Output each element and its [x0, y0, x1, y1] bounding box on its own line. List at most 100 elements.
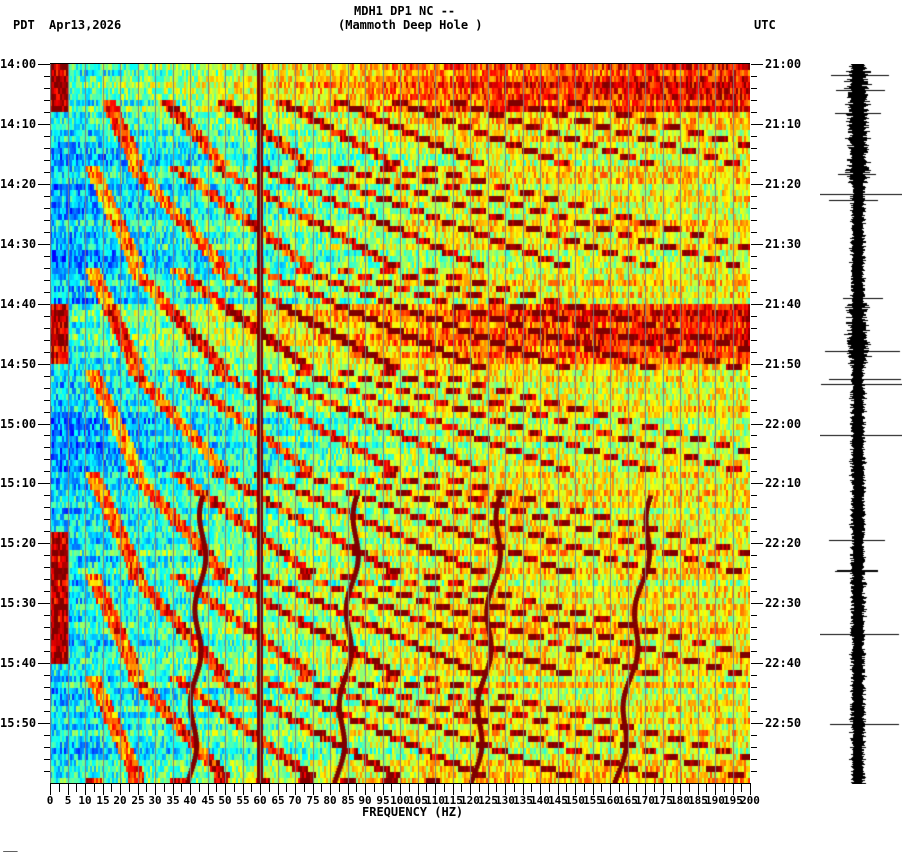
x-tick-label: 110	[425, 794, 445, 807]
x-tick-label: 65	[271, 794, 285, 807]
y-minor-tick-left	[44, 208, 50, 209]
x-major-tick	[593, 784, 594, 795]
x-tick-label: 155	[583, 794, 603, 807]
y-tick-label-left: 14:30	[0, 237, 37, 251]
x-minor-tick	[584, 784, 585, 792]
y-tick-label-left: 14:10	[0, 117, 37, 131]
x-tick-label: 0	[46, 794, 54, 807]
x-major-tick	[278, 784, 279, 795]
y-minor-tick-left	[44, 687, 50, 688]
y-tick-label-right: 21:40	[765, 297, 802, 311]
y-major-tick-left	[38, 483, 50, 484]
x-major-tick	[208, 784, 209, 795]
y-minor-tick-right	[751, 555, 757, 556]
x-tick-label: 45	[201, 794, 215, 807]
x-major-tick	[453, 784, 454, 795]
x-axis-line	[50, 783, 751, 784]
y-minor-tick-left	[44, 388, 50, 389]
x-major-tick	[120, 784, 121, 795]
y-minor-tick-left	[44, 340, 50, 341]
x-minor-tick	[216, 784, 217, 792]
y-minor-tick-right	[751, 208, 757, 209]
y-tick-label-right: 21:30	[765, 237, 802, 251]
y-minor-tick-left	[44, 136, 50, 137]
x-minor-tick	[409, 784, 410, 792]
x-tick-label: 85	[341, 794, 355, 807]
x-major-tick	[225, 784, 226, 795]
y-minor-tick-left	[44, 459, 50, 460]
y-minor-tick-left	[44, 579, 50, 580]
x-major-tick	[85, 784, 86, 795]
y-minor-tick-right	[751, 196, 757, 197]
y-minor-tick-right	[751, 435, 757, 436]
x-minor-tick	[321, 784, 322, 792]
y-minor-tick-left	[44, 711, 50, 712]
x-major-tick	[470, 784, 471, 795]
x-major-tick	[645, 784, 646, 795]
x-major-tick	[575, 784, 576, 795]
x-axis-title: FREQUENCY (HZ)	[362, 805, 464, 819]
y-minor-tick-left	[44, 627, 50, 628]
y-tick-label-left: 15:00	[0, 417, 37, 431]
y-tick-label-left: 15:40	[0, 656, 37, 670]
x-major-tick	[365, 784, 366, 795]
timezone-left-label: PDT	[13, 18, 35, 32]
y-minor-tick-right	[751, 591, 757, 592]
y-minor-tick-right	[751, 495, 757, 496]
y-minor-tick-left	[44, 76, 50, 77]
y-minor-tick-left	[44, 352, 50, 353]
x-tick-label: 100	[390, 794, 410, 807]
x-minor-tick	[689, 784, 690, 792]
x-minor-tick	[549, 784, 550, 792]
y-minor-tick-right	[751, 268, 757, 269]
x-major-tick	[68, 784, 69, 795]
y-tick-label-right: 21:10	[765, 117, 802, 131]
x-major-tick	[540, 784, 541, 795]
y-tick-label-right: 22:40	[765, 656, 802, 670]
y-minor-tick-right	[751, 220, 757, 221]
y-minor-tick-left	[44, 531, 50, 532]
x-tick-label: 15	[96, 794, 110, 807]
y-major-tick-left	[38, 663, 50, 664]
x-minor-tick	[199, 784, 200, 792]
spectrogram-plot	[50, 64, 750, 783]
x-minor-tick	[636, 784, 637, 792]
y-major-tick-right	[751, 64, 763, 65]
y-minor-tick-left	[44, 771, 50, 772]
x-minor-tick	[304, 784, 305, 792]
y-major-tick-left	[38, 64, 50, 65]
x-minor-tick	[391, 784, 392, 792]
x-major-tick	[313, 784, 314, 795]
station-name: (Mammoth Deep Hole )	[338, 18, 483, 32]
x-minor-tick	[566, 784, 567, 792]
x-major-tick	[138, 784, 139, 795]
seismogram-canvas	[820, 64, 902, 784]
x-tick-label: 5	[64, 794, 72, 807]
y-minor-tick-right	[751, 316, 757, 317]
y-minor-tick-left	[44, 495, 50, 496]
y-minor-tick-right	[751, 519, 757, 520]
y-minor-tick-left	[44, 435, 50, 436]
x-minor-tick	[111, 784, 112, 792]
x-minor-tick	[706, 784, 707, 792]
y-minor-tick-right	[751, 256, 757, 257]
y-minor-tick-right	[751, 759, 757, 760]
y-minor-tick-right	[751, 340, 757, 341]
y-minor-tick-right	[751, 771, 757, 772]
y-minor-tick-left	[44, 699, 50, 700]
x-tick-label: 80	[323, 794, 337, 807]
x-minor-tick	[461, 784, 462, 792]
y-minor-tick-right	[751, 567, 757, 568]
x-tick-label: 180	[670, 794, 690, 807]
x-tick-label: 125	[478, 794, 498, 807]
y-minor-tick-left	[44, 747, 50, 748]
y-minor-tick-right	[751, 112, 757, 113]
x-tick-label: 185	[688, 794, 708, 807]
y-minor-tick-right	[751, 88, 757, 89]
x-major-tick	[505, 784, 506, 795]
y-major-tick-right	[751, 543, 763, 544]
x-tick-label: 115	[443, 794, 463, 807]
x-tick-label: 195	[723, 794, 743, 807]
y-minor-tick-right	[751, 280, 757, 281]
y-major-tick-right	[751, 424, 763, 425]
